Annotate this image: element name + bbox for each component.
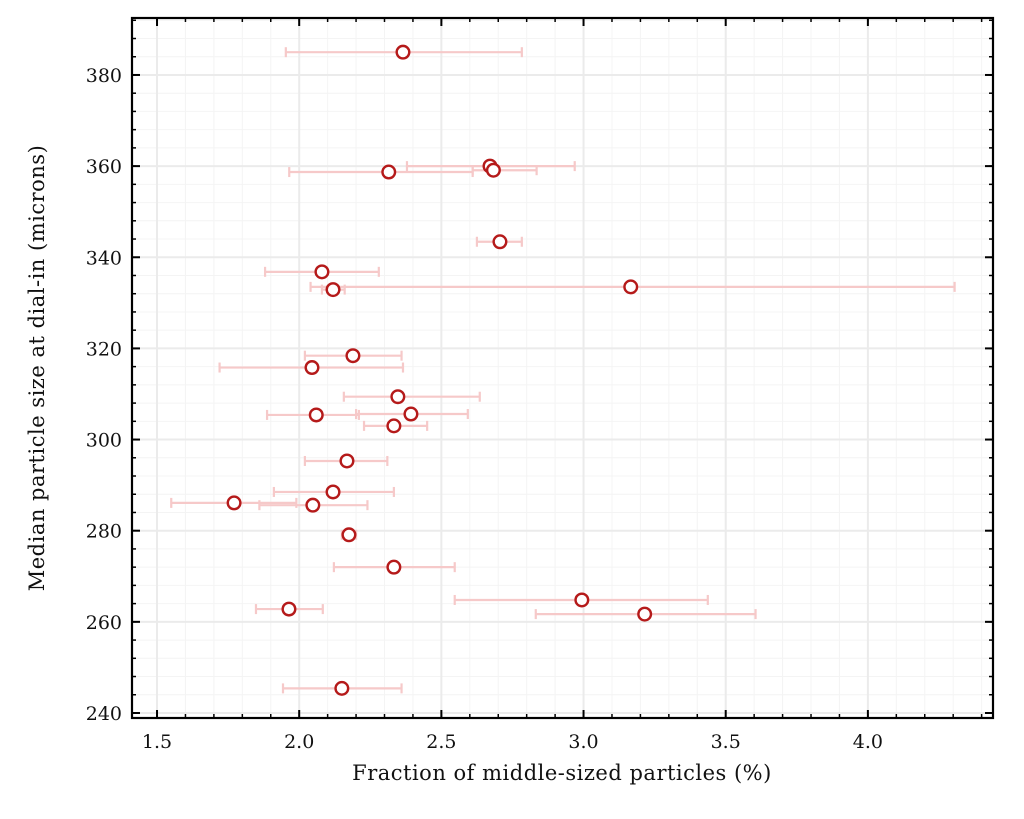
- y-tick-label: 380: [86, 65, 122, 87]
- x-tick-label: 3.0: [568, 731, 598, 753]
- data-point: [341, 527, 357, 543]
- y-tick-label: 300: [86, 430, 122, 452]
- data-point: [403, 406, 419, 422]
- data-point: [325, 484, 341, 500]
- x-tick-label: 3.5: [711, 731, 741, 753]
- data-point: [623, 279, 639, 295]
- data-point: [304, 360, 320, 376]
- plot-frame: [130, 16, 995, 720]
- x-axis-label: Fraction of middle-sized particles (%): [352, 761, 772, 785]
- y-tick-label: 360: [86, 156, 122, 178]
- data-point: [281, 601, 297, 617]
- data-point: [386, 418, 402, 434]
- data-points: [226, 44, 653, 696]
- data-point: [637, 606, 653, 622]
- data-point: [386, 559, 402, 575]
- data-point: [574, 592, 590, 608]
- data-point: [485, 162, 501, 178]
- y-tick-label: 320: [86, 338, 122, 360]
- x-tick-label: 2.5: [426, 731, 456, 753]
- data-point: [390, 389, 406, 405]
- data-point: [381, 164, 397, 180]
- x-tick-label: 1.5: [142, 731, 172, 753]
- data-point: [345, 348, 361, 364]
- y-tick-label: 280: [86, 521, 122, 543]
- data-point: [308, 407, 324, 423]
- grid: [132, 18, 993, 718]
- data-point: [226, 495, 242, 511]
- y-axis-label: Median particle size at dial-in (microns…: [25, 145, 49, 592]
- data-point: [325, 282, 341, 298]
- y-tick-label: 260: [86, 612, 122, 634]
- data-point: [395, 44, 411, 60]
- data-point: [305, 497, 321, 513]
- data-point: [339, 453, 355, 469]
- axis-ticks: 1.5 2.0 2.5 3.0 3.5 4.0 240 260 280 300 320 340 360 3…: [86, 18, 993, 753]
- x-tick-label: 2.0: [284, 731, 314, 753]
- y-tick-label: 340: [86, 247, 122, 269]
- data-point: [334, 680, 350, 696]
- x-tick-label: 4.0: [853, 731, 883, 753]
- y-tick-label: 240: [86, 703, 122, 725]
- data-point: [492, 234, 508, 250]
- data-point: [314, 264, 330, 280]
- error-bars: [170, 47, 956, 694]
